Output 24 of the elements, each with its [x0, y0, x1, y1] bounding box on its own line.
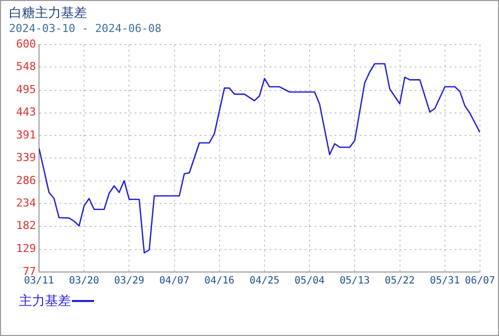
x-tick-label: 04/07 — [159, 276, 190, 287]
x-tick-label: 03/20 — [69, 276, 100, 287]
y-tick-label: 495 — [16, 83, 36, 96]
y-tick-label: 234 — [16, 196, 36, 210]
y-tick-label: 286 — [16, 174, 36, 187]
x-tick-label: 06/07 — [464, 276, 496, 287]
y-tick-label: 391 — [16, 128, 36, 142]
x-tick-label: 03/29 — [114, 276, 144, 287]
x-tick-label: 05/22 — [384, 276, 415, 287]
y-tick-label: 182 — [16, 219, 36, 232]
x-tick-label: 05/04 — [294, 276, 325, 287]
x-tick-label: 05/31 — [430, 276, 460, 287]
x-tick-label: 04/16 — [204, 276, 234, 287]
y-tick-label: 339 — [16, 150, 36, 164]
y-tick-label: 600 — [16, 37, 36, 50]
x-tick-label: 05/13 — [340, 276, 370, 287]
chart-subtitle: 2024-03-10 - 2024-06-08 — [9, 22, 162, 35]
y-tick-label: 129 — [16, 242, 36, 256]
x-tick-label: 03/11 — [24, 276, 54, 287]
y-tick-label: 443 — [16, 106, 36, 119]
y-tick-label: 548 — [16, 60, 36, 74]
legend-label: 主力基差 — [19, 293, 71, 310]
x-tick-label: 04/25 — [249, 276, 280, 287]
chart-title: 白糖主力基差 — [9, 5, 88, 22]
